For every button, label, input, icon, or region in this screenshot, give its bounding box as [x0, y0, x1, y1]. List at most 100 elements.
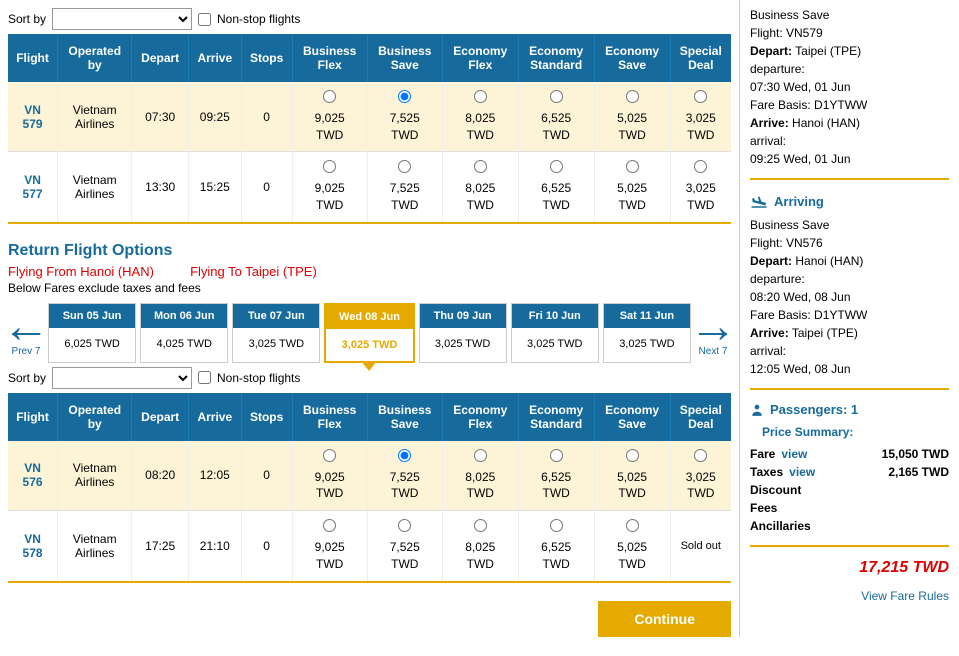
- fare-cell: 7,525TWD: [367, 152, 442, 223]
- price-summary-label: Price Summary:: [762, 425, 949, 439]
- out-farebasis-value: D1YTWW: [814, 98, 867, 112]
- date-option[interactable]: Thu 09 Jun3,025 TWD: [419, 303, 507, 363]
- fare-radio[interactable]: [323, 90, 336, 103]
- column-header: EconomyStandard: [518, 393, 594, 441]
- column-header: BusinessSave: [367, 34, 442, 82]
- flying-to-label: Flying To: [190, 264, 242, 279]
- fare-radio[interactable]: [694, 449, 707, 462]
- fare-radio[interactable]: [398, 160, 411, 173]
- fare-cell: 9,025TWD: [292, 152, 367, 223]
- fare-price: 6,525TWD: [523, 469, 590, 503]
- return-title: Return Flight Options: [8, 242, 731, 260]
- date-option[interactable]: Tue 07 Jun3,025 TWD: [232, 303, 320, 363]
- date-label: Tue 07 Jun: [233, 304, 319, 328]
- column-header: Stops: [241, 34, 292, 82]
- date-option[interactable]: Sat 11 Jun3,025 TWD: [603, 303, 691, 363]
- plane-landing-icon: [750, 192, 768, 210]
- outbound-sort-select[interactable]: [52, 8, 192, 30]
- fare-radio[interactable]: [626, 449, 639, 462]
- column-header: BusinessFlex: [292, 393, 367, 441]
- fare-radio[interactable]: [694, 90, 707, 103]
- flying-to-value: Taipei (TPE): [245, 264, 317, 279]
- column-header: Arrive: [188, 393, 241, 441]
- column-header: EconomyFlex: [442, 34, 518, 82]
- fare-radio[interactable]: [398, 449, 411, 462]
- next-dates-button[interactable]: → Next 7: [695, 308, 731, 357]
- flight-row: VN579VietnamAirlines07:3009:2509,025TWD7…: [8, 82, 731, 152]
- fare-radio[interactable]: [550, 90, 563, 103]
- divider: [750, 178, 949, 180]
- out-fare-class: Business Save: [750, 8, 949, 22]
- fare-cell: 6,525TWD: [518, 82, 594, 152]
- chevron-right-icon: →: [689, 308, 737, 346]
- date-price: 3,025 TWD: [326, 329, 412, 361]
- fare-price: 9,025TWD: [297, 180, 363, 214]
- flight-number[interactable]: VN576: [23, 461, 43, 489]
- fare-radio[interactable]: [474, 160, 487, 173]
- fare-radio[interactable]: [694, 160, 707, 173]
- out-arrival-time: 09:25 Wed, 01 Jun: [750, 152, 949, 166]
- fare-radio[interactable]: [550, 519, 563, 532]
- fare-price: 7,525TWD: [372, 180, 438, 214]
- prev-dates-button[interactable]: ← Prev 7: [8, 308, 44, 357]
- fare-radio[interactable]: [474, 90, 487, 103]
- fare-cell: 7,525TWD: [367, 511, 442, 582]
- fare-radio[interactable]: [626, 160, 639, 173]
- out-depart-label: Depart:: [750, 44, 792, 58]
- date-option[interactable]: Mon 06 Jun4,025 TWD: [140, 303, 228, 363]
- fees-row: Fees: [750, 501, 949, 515]
- view-fare-rules-link[interactable]: View Fare Rules: [750, 589, 949, 603]
- fare-cell: 5,025TWD: [594, 511, 670, 582]
- fare-radio[interactable]: [398, 519, 411, 532]
- ret-depart-label: Depart:: [750, 254, 792, 268]
- out-arrive-label: Arrive:: [750, 116, 789, 130]
- fare-view-link[interactable]: view: [781, 447, 807, 461]
- fare-price: 3,025TWD: [675, 110, 727, 144]
- return-sort-select[interactable]: [52, 367, 192, 389]
- fare-radio[interactable]: [398, 90, 411, 103]
- fare-price: 6,525TWD: [523, 539, 590, 573]
- fare-radio[interactable]: [323, 449, 336, 462]
- fare-radio[interactable]: [626, 519, 639, 532]
- sort-label: Sort by: [8, 12, 46, 26]
- tax-view-link[interactable]: view: [789, 465, 815, 479]
- fare-radio[interactable]: [550, 449, 563, 462]
- fare-cell: 5,025TWD: [594, 152, 670, 223]
- fare-price: 5,025TWD: [599, 180, 666, 214]
- date-label: Wed 08 Jun: [326, 305, 412, 329]
- divider: [750, 545, 949, 547]
- return-nonstop-checkbox[interactable]: [198, 371, 211, 384]
- person-icon: [750, 403, 764, 417]
- flight-number[interactable]: VN578: [23, 532, 43, 560]
- date-price: 3,025 TWD: [512, 328, 598, 360]
- fare-cell: 9,025TWD: [292, 82, 367, 152]
- ret-arrival-time-label: arrival:: [750, 344, 949, 358]
- date-option[interactable]: Fri 10 Jun3,025 TWD: [511, 303, 599, 363]
- ret-depart-value: Hanoi (HAN): [795, 254, 863, 268]
- outbound-nonstop-checkbox[interactable]: [198, 13, 211, 26]
- flight-number[interactable]: VN577: [23, 173, 43, 201]
- fare-price: 8,025TWD: [447, 180, 514, 214]
- column-header: Operatedby: [58, 34, 132, 82]
- date-option[interactable]: Wed 08 Jun3,025 TWD: [324, 303, 414, 363]
- fare-price: 7,525TWD: [372, 469, 438, 503]
- fare-radio[interactable]: [474, 449, 487, 462]
- flying-from-value: Hanoi (HAN): [80, 264, 154, 279]
- divider: [750, 388, 949, 390]
- fare-radio[interactable]: [550, 160, 563, 173]
- column-header: EconomySave: [594, 393, 670, 441]
- sold-out-label: Sold out: [681, 540, 721, 552]
- date-option[interactable]: Sun 05 Jun6,025 TWD: [48, 303, 136, 363]
- main-content: Sort by Non-stop flights FlightOperatedb…: [0, 0, 739, 637]
- flight-number[interactable]: VN579: [23, 103, 43, 131]
- fare-radio[interactable]: [323, 519, 336, 532]
- ret-farebasis-label: Fare Basis:: [750, 308, 811, 322]
- fare-radio[interactable]: [474, 519, 487, 532]
- continue-button[interactable]: Continue: [598, 601, 731, 637]
- column-header: BusinessFlex: [292, 34, 367, 82]
- ret-flight-no: Flight: VN576: [750, 236, 949, 250]
- fare-radio[interactable]: [323, 160, 336, 173]
- column-header: Depart: [132, 393, 189, 441]
- fare-radio[interactable]: [626, 90, 639, 103]
- fare-cell: 9,025TWD: [292, 511, 367, 582]
